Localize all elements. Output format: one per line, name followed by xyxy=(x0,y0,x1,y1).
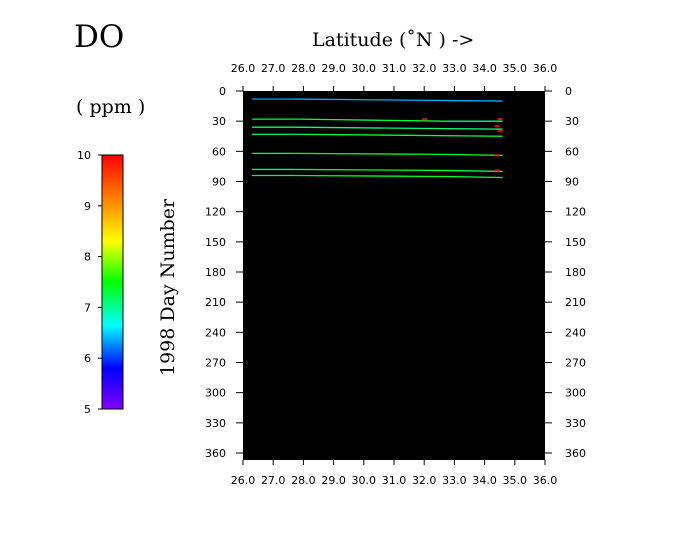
y-tick-label-left: 240 xyxy=(205,326,226,339)
x-tick-label-bottom: 27.0 xyxy=(261,474,286,487)
y-tick-label-right: 180 xyxy=(565,266,586,279)
colorbar-ticks: 5 6 7 8 9 10 xyxy=(77,149,102,416)
x-tick-label-top: 30.0 xyxy=(352,62,377,75)
y-tick-label-left: 120 xyxy=(205,206,226,219)
transect-segment xyxy=(294,133,503,137)
colorbar xyxy=(101,154,124,410)
y-tick-label-left: 210 xyxy=(205,296,226,309)
x-tick-label-top: 32.0 xyxy=(412,62,437,75)
transect-segment xyxy=(294,126,503,130)
data-point xyxy=(494,169,500,172)
y-tick-label-right: 30 xyxy=(565,115,579,128)
x-tick-label-bottom: 28.0 xyxy=(291,474,316,487)
colorbar-tick-label: 9 xyxy=(84,200,91,213)
y-tick-label-left: 180 xyxy=(205,266,226,279)
x-tick-label-top: 34.0 xyxy=(472,62,497,75)
transect-segment xyxy=(300,118,446,122)
x-tick-label-top: 36.0 xyxy=(533,62,558,75)
x-tick-label-bottom: 26.0 xyxy=(231,474,256,487)
data-point xyxy=(422,118,428,121)
y-tick-label-left: 0 xyxy=(219,85,226,98)
x-tick-label-bottom: 33.0 xyxy=(442,474,467,487)
chart-title: DO xyxy=(74,19,124,55)
units-label: ( ppm ) xyxy=(76,96,145,118)
x-tick-label-top: 28.0 xyxy=(291,62,316,75)
colorbar-tick-label: 10 xyxy=(77,149,91,162)
x-axis-label: Latitude (˚N ) -> xyxy=(312,29,474,51)
y-tick-label-right: 0 xyxy=(565,85,572,98)
x-tick-label-top: 33.0 xyxy=(442,62,467,75)
data-point xyxy=(494,154,500,157)
y-tick-label-right: 150 xyxy=(565,236,586,249)
x-tick-label-bottom: 35.0 xyxy=(503,474,528,487)
transect-segment xyxy=(294,152,446,155)
colorbar-tick-label: 8 xyxy=(84,251,91,264)
data-point xyxy=(497,130,503,133)
x-tick-label-bottom: 34.0 xyxy=(472,474,497,487)
y-tick-label-left: 30 xyxy=(212,115,226,128)
y-tick-label-left: 330 xyxy=(205,417,226,430)
x-tick-label-top: 26.0 xyxy=(231,62,256,75)
x-tick-label-bottom: 30.0 xyxy=(352,474,377,487)
x-tick-label-top: 27.0 xyxy=(261,62,286,75)
colorbar-tick-label: 7 xyxy=(84,301,91,314)
x-tick-label-bottom: 31.0 xyxy=(382,474,407,487)
x-tick-label-top: 31.0 xyxy=(382,62,407,75)
y-tick-label-left: 300 xyxy=(205,387,226,400)
y-tick-label-right: 210 xyxy=(565,296,586,309)
y-tick-label-right: 120 xyxy=(565,206,586,219)
colorbar-tick-label: 5 xyxy=(84,403,91,416)
transect-segment xyxy=(445,175,503,179)
x-tick-label-bottom: 36.0 xyxy=(533,474,558,487)
y-tick-label-left: 90 xyxy=(212,176,226,189)
y-tick-label-left: 150 xyxy=(205,236,226,249)
transect-segment xyxy=(445,153,503,157)
axes: 26.0 26.0 27.0 27.0 28.0 28.0 29.0 29.0 30.0 30.0… xyxy=(205,62,586,487)
y-tick-label-right: 300 xyxy=(565,387,586,400)
transect-segment xyxy=(294,168,446,172)
y-tick-label-right: 330 xyxy=(565,417,586,430)
x-tick-label-top: 35.0 xyxy=(503,62,528,75)
y-tick-label-right: 270 xyxy=(565,357,586,370)
x-tick-label-bottom: 29.0 xyxy=(321,474,346,487)
y-tick-label-left: 60 xyxy=(212,145,226,158)
y-tick-label-right: 90 xyxy=(565,176,579,189)
data-marks xyxy=(252,98,503,179)
transect-segment xyxy=(445,169,503,173)
x-tick-label-bottom: 32.0 xyxy=(412,474,437,487)
transect-segment xyxy=(294,98,503,102)
y-tick-label-left: 270 xyxy=(205,357,226,370)
x-tick-label-top: 29.0 xyxy=(321,62,346,75)
transect-segment xyxy=(294,174,446,178)
y-tick-label-right: 240 xyxy=(565,326,586,339)
data-point xyxy=(494,125,500,128)
y-tick-label-right: 60 xyxy=(565,145,579,158)
colorbar-tick-label: 6 xyxy=(84,352,91,365)
data-point xyxy=(497,118,503,121)
y-tick-label-left: 360 xyxy=(205,447,226,460)
y-axis-label: 1998 Day Number xyxy=(157,198,179,376)
plot-area xyxy=(243,91,545,460)
y-tick-label-right: 360 xyxy=(565,447,586,460)
